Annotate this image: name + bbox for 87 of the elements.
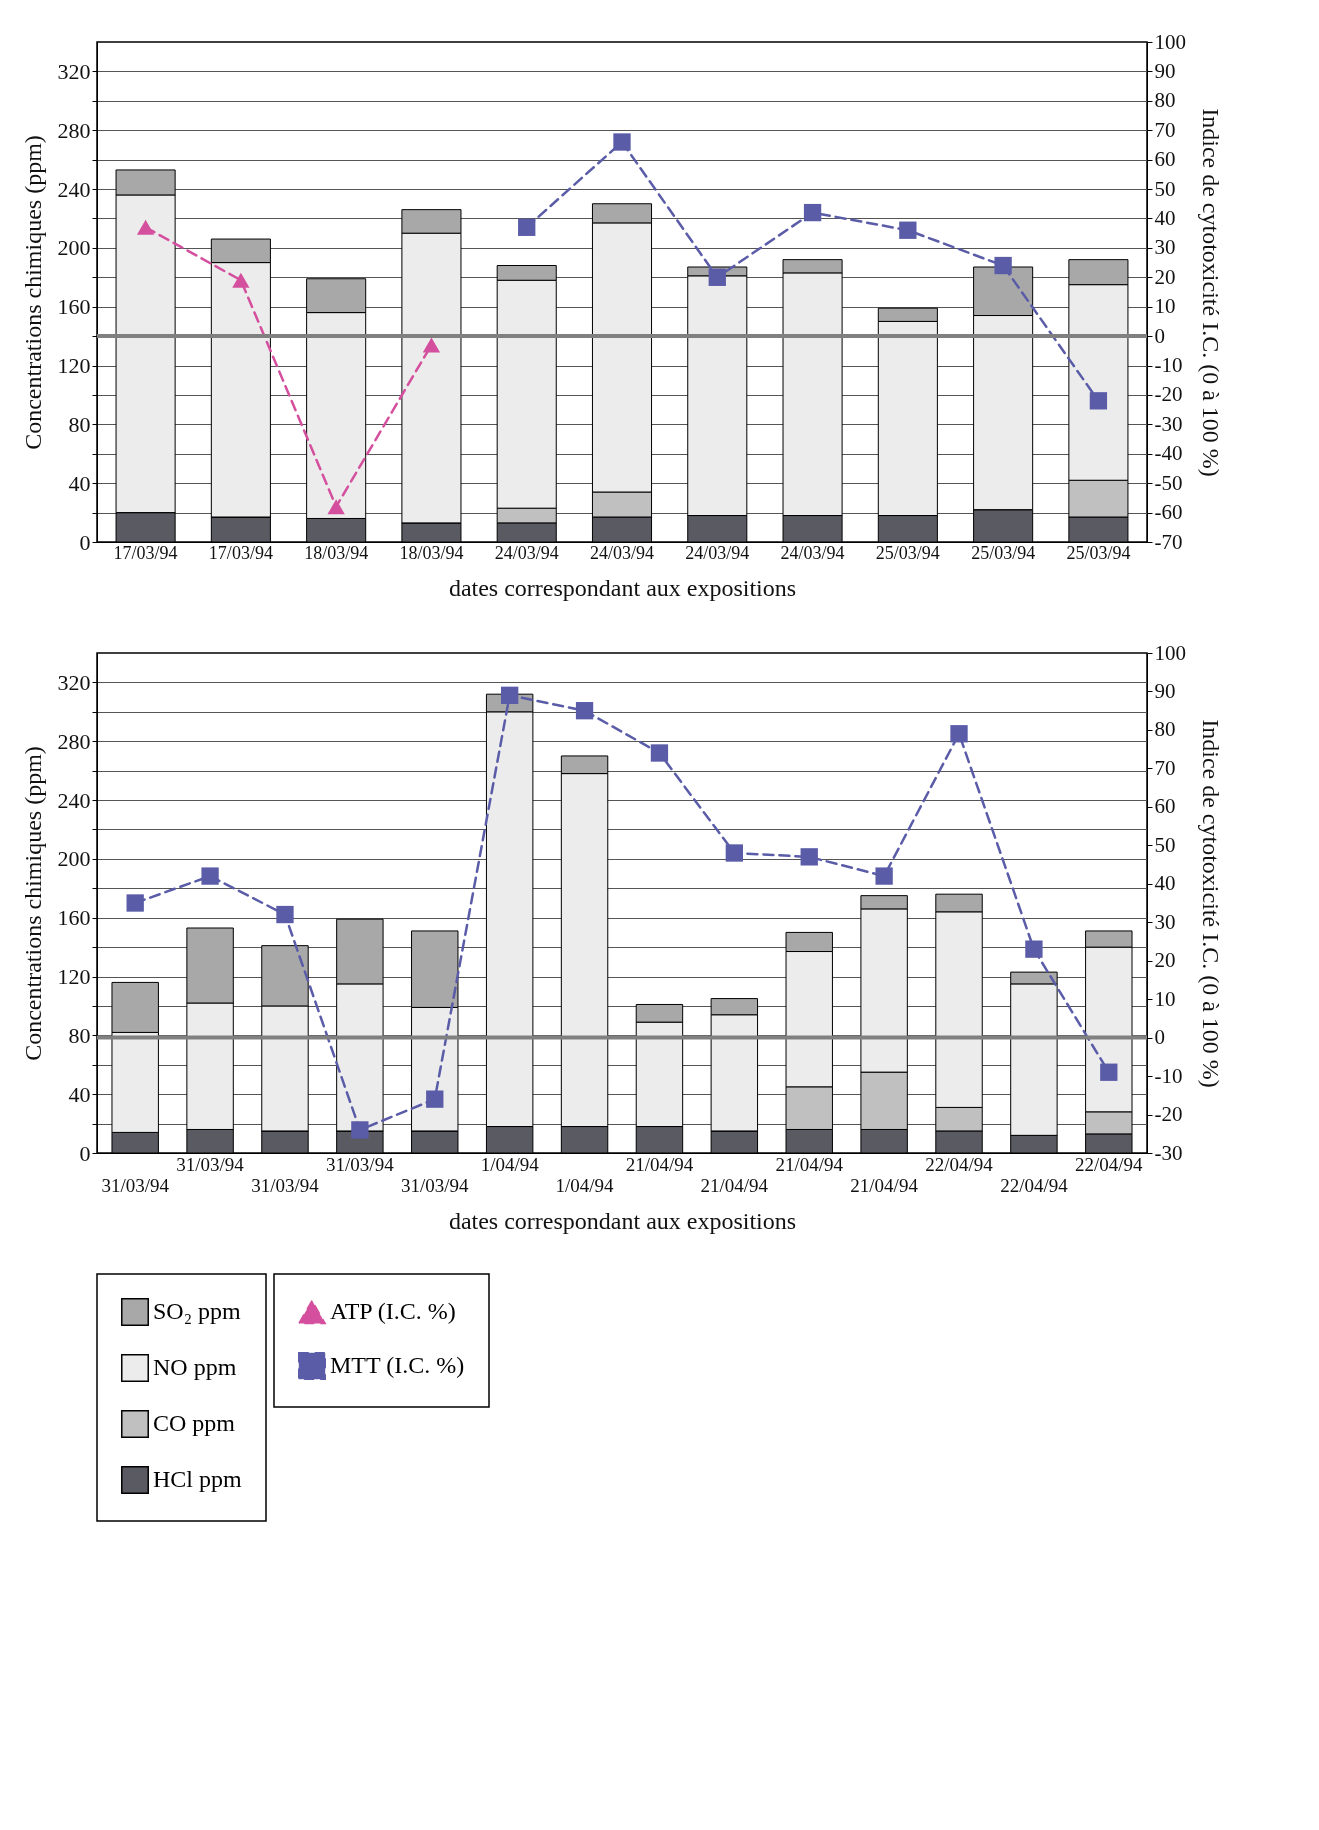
x-axis-title: dates correspondant aux expositions — [448, 574, 797, 601]
y-axis-title: Concentrations chimiques (ppm) — [19, 746, 46, 1061]
y-tick-label: 0 — [79, 1140, 91, 1166]
y2-tick-label: -20 — [1154, 1102, 1183, 1127]
y2-tick-label: 100 — [1154, 29, 1186, 54]
x-tick-label: 1/04/94 — [480, 1153, 540, 1175]
y2-tick-label: 40 — [1154, 871, 1176, 896]
x-tick-label: 31/03/94 — [326, 1153, 395, 1175]
y2-tick-label: -30 — [1154, 411, 1183, 436]
y2-tick-label: 60 — [1154, 147, 1176, 172]
y-tick-label: 240 — [57, 787, 91, 813]
y2-tick-label: 90 — [1154, 58, 1176, 83]
x-tick-label: 21/04/94 — [850, 1174, 919, 1196]
y2-tick-label: -70 — [1154, 529, 1183, 554]
y2-tick-label: 70 — [1154, 755, 1176, 780]
legend-label: NO ppm — [153, 1354, 237, 1380]
legend-label: ATP (I.C. %) — [330, 1298, 456, 1324]
y-tick-label: 280 — [57, 117, 91, 143]
x-tick-label: 25/03/94 — [875, 542, 940, 563]
y-tick-label: 120 — [57, 353, 91, 379]
x-tick-label: 21/04/94 — [625, 1153, 694, 1175]
y2-tick-label: 30 — [1154, 909, 1176, 934]
y2-tick-label: 50 — [1154, 176, 1176, 201]
y2-tick-label: 10 — [1154, 294, 1176, 319]
x-tick-label: 17/03/94 — [208, 542, 273, 563]
y2-tick-label: 50 — [1154, 832, 1176, 857]
y-tick-label: 320 — [57, 58, 91, 84]
y-tick-label: 160 — [57, 294, 91, 320]
legend-label: MTT (I.C. %) — [330, 1352, 465, 1378]
y2-tick-label: 60 — [1154, 794, 1176, 819]
y2-tick-label: 0 — [1154, 1025, 1165, 1050]
y2-tick-label: 70 — [1154, 117, 1176, 142]
legend-label: HCl ppm — [153, 1466, 243, 1492]
x-tick-label: 31/03/94 — [176, 1153, 245, 1175]
x-tick-label: 31/03/94 — [101, 1174, 170, 1196]
y2-axis-title: Indice de cytotoxicité I.C. (0 à 100 %) — [1198, 719, 1224, 1088]
y-tick-label: 40 — [68, 470, 91, 496]
y-tick-label: 80 — [68, 1022, 91, 1048]
y2-tick-label: 0 — [1154, 323, 1165, 348]
y-tick-label: 240 — [57, 176, 91, 202]
x-tick-label: 1/04/94 — [555, 1174, 615, 1196]
y2-tick-label: -10 — [1154, 353, 1183, 378]
x-tick-label: 21/04/94 — [775, 1153, 844, 1175]
y2-tick-label: 90 — [1154, 678, 1176, 703]
y2-tick-label: 80 — [1154, 717, 1176, 742]
x-tick-label: 21/04/94 — [700, 1174, 769, 1196]
x-tick-label: 24/03/94 — [589, 542, 655, 563]
y2-tick-label: -20 — [1154, 382, 1183, 407]
y-axis-title: Concentrations chimiques (ppm) — [19, 135, 46, 450]
y-tick-label: 120 — [57, 964, 91, 990]
y-tick-label: 80 — [68, 411, 91, 437]
y2-tick-label: -50 — [1154, 470, 1183, 495]
x-axis-title: dates correspondant aux expositions — [448, 1207, 797, 1234]
y2-tick-label: 80 — [1154, 88, 1176, 113]
legend-label: CO ppm — [153, 1410, 236, 1436]
x-tick-label: 25/03/94 — [971, 542, 1036, 563]
y2-axis-title: Indice de cytotoxicité I.C. (0 à 100 %) — [1198, 108, 1224, 477]
x-tick-label: 22/04/94 — [1075, 1153, 1144, 1175]
x-tick-label: 24/03/94 — [685, 542, 750, 563]
x-tick-label: 18/03/94 — [399, 542, 464, 563]
y2-tick-label: 100 — [1154, 640, 1186, 665]
y2-tick-label: -30 — [1154, 1140, 1183, 1165]
y2-tick-label: 40 — [1154, 205, 1176, 230]
y-tick-label: 200 — [57, 846, 91, 872]
y2-tick-label: -60 — [1154, 500, 1183, 525]
x-tick-label: 25/03/94 — [1066, 542, 1131, 563]
y2-tick-label: 30 — [1154, 235, 1176, 260]
x-tick-label: 24/03/94 — [780, 542, 845, 563]
y2-tick-label: -10 — [1154, 1063, 1183, 1088]
x-tick-label: 17/03/94 — [113, 542, 178, 563]
y-tick-label: 160 — [57, 905, 91, 931]
x-tick-label: 24/03/94 — [494, 542, 559, 563]
y-tick-label: 200 — [57, 235, 91, 261]
legend-label: SO₂ ppm — [153, 1298, 242, 1324]
y2-tick-label: 20 — [1154, 264, 1176, 289]
y2-tick-label: 20 — [1154, 948, 1176, 973]
x-tick-label: 18/03/94 — [304, 542, 369, 563]
x-tick-label: 22/04/94 — [1000, 1174, 1069, 1196]
y-tick-label: 0 — [79, 529, 91, 555]
y2-tick-label: 10 — [1154, 986, 1176, 1011]
y-tick-label: 40 — [68, 1081, 91, 1107]
y-tick-label: 320 — [57, 669, 91, 695]
y2-tick-label: -40 — [1154, 441, 1183, 466]
y-tick-label: 280 — [57, 728, 91, 754]
x-tick-label: 31/03/94 — [400, 1174, 470, 1196]
x-tick-label: 31/03/94 — [251, 1174, 320, 1196]
x-tick-label: 22/04/94 — [925, 1153, 994, 1175]
